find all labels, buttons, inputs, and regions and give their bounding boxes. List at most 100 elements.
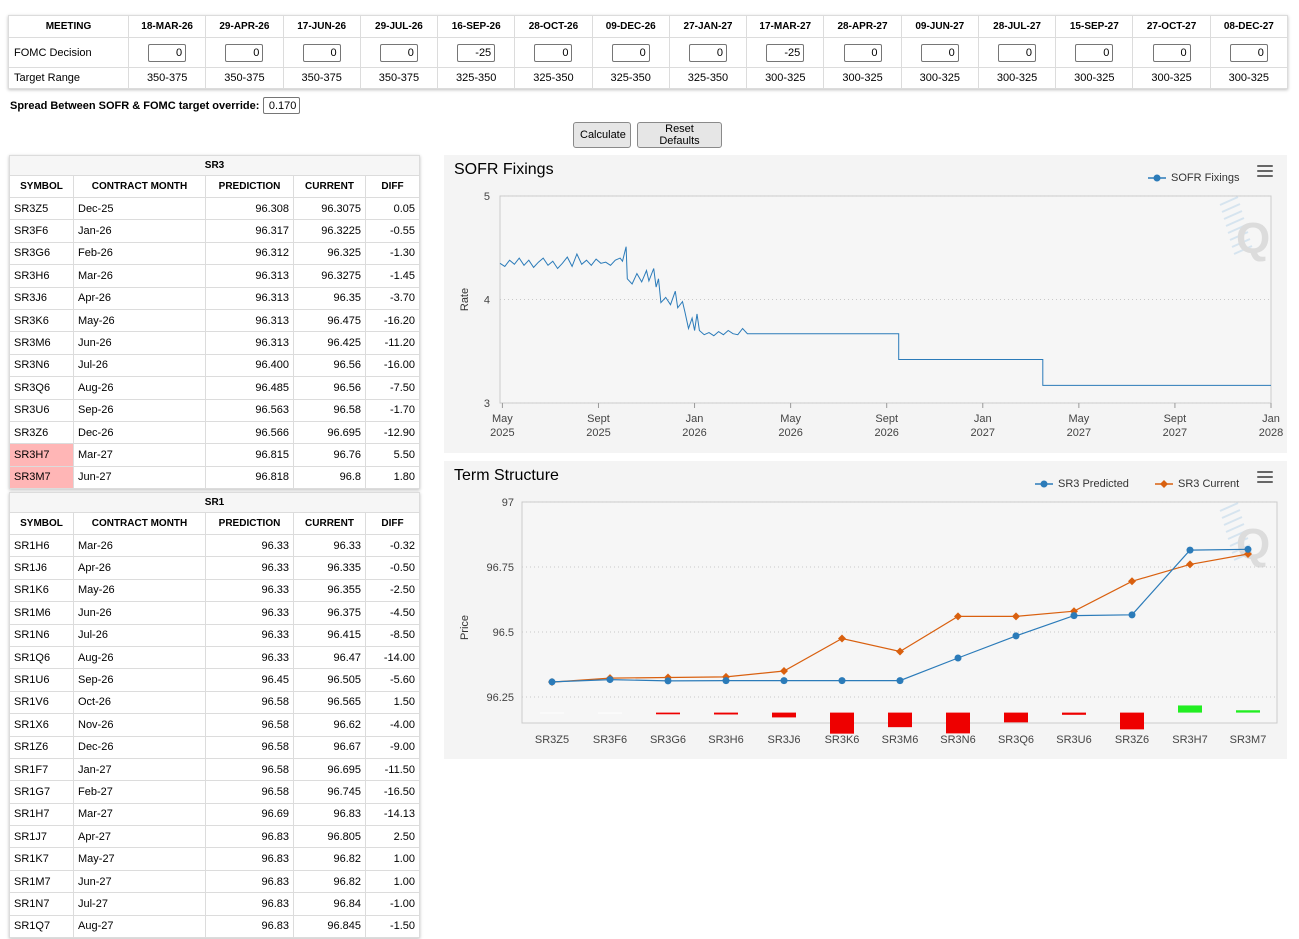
spread-input[interactable]	[263, 97, 301, 114]
sr1-table: SR1 SYMBOL CONTRACT MONTH PREDICTION CURREN…	[8, 492, 421, 939]
term-legend-predicted[interactable]: SR3 Predicted	[1035, 478, 1129, 490]
fomc-decision-cell	[823, 37, 902, 68]
current-point[interactable]	[954, 612, 962, 621]
fomc-decision-input[interactable]	[148, 43, 187, 62]
fomc-decision-input[interactable]	[534, 43, 573, 62]
symbol-cell: SR3G6	[9, 241, 74, 266]
contract-month-cell: Apr-26	[73, 286, 206, 310]
diff-cell: -1.30	[364, 241, 421, 266]
current-cell: 96.3075	[293, 196, 366, 221]
x-tick-label: SR3M7	[1230, 734, 1267, 746]
predicted-point[interactable]	[1070, 612, 1078, 620]
fomc-decision-input[interactable]	[998, 43, 1037, 62]
diff-cell: -14.00	[364, 645, 421, 670]
symbol-cell: SR1Q6	[9, 645, 74, 670]
symbol-cell: SR1H7	[9, 802, 74, 827]
current-point[interactable]	[780, 667, 788, 675]
predicted-point[interactable]	[1186, 546, 1194, 554]
predicted-point[interactable]	[1128, 611, 1136, 619]
table-row: SR1V6 Oct-26 96.58 96.565 1.50	[9, 690, 421, 715]
current-point[interactable]	[1128, 577, 1136, 586]
diff-cell: -12.90	[364, 420, 421, 445]
fomc-decision-cell	[359, 37, 439, 68]
fomc-decision-cell	[668, 37, 748, 68]
predicted-point[interactable]	[606, 676, 614, 684]
current-point[interactable]	[1070, 607, 1078, 616]
fomc-decision-input[interactable]	[766, 43, 805, 62]
term-legend-current[interactable]: SR3 Current	[1155, 478, 1239, 490]
contract-month-cell: Jun-26	[73, 601, 206, 625]
symbol-cell: SR1N7	[9, 892, 74, 916]
fomc-decision-input[interactable]	[1075, 43, 1114, 62]
diff-bar	[1178, 705, 1202, 713]
diff-cell: -1.70	[364, 398, 421, 422]
predicted-point[interactable]	[722, 677, 730, 685]
sofr-plot-area	[499, 195, 1272, 404]
diff-bar	[830, 712, 854, 734]
symbol-cell: SR1Q7	[9, 914, 74, 939]
sofr-legend[interactable]: SOFR Fixings	[1148, 172, 1239, 184]
term-chart-menu-icon[interactable]	[1257, 471, 1273, 483]
fomc-decision-input[interactable]	[379, 43, 418, 62]
calculate-button[interactable]: Calculate	[573, 122, 631, 148]
predicted-point[interactable]	[1012, 632, 1020, 640]
fomc-decision-input[interactable]	[457, 43, 496, 62]
contract-month-cell: Sep-26	[73, 398, 206, 422]
predicted-point[interactable]	[780, 677, 788, 685]
x-tick-label: May	[492, 413, 513, 425]
contract-month-cell: Nov-26	[73, 713, 206, 737]
prediction-cell: 96.69	[205, 802, 294, 827]
meeting-date: 09-DEC-26	[591, 15, 670, 38]
table-row: SR1N6 Jul-26 96.33 96.415 -8.50	[9, 623, 421, 647]
x-tick-year: 2027	[1067, 427, 1091, 439]
x-tick-label: Sept	[1164, 413, 1187, 425]
fomc-decision-cell	[437, 37, 516, 68]
current-cell: 96.335	[293, 556, 366, 580]
diff-bar	[540, 712, 564, 714]
current-point[interactable]	[896, 647, 904, 656]
diff-cell: -0.50	[364, 556, 421, 580]
predicted-point[interactable]	[548, 678, 556, 686]
fomc-decision-input[interactable]	[843, 43, 882, 62]
current-point[interactable]	[838, 634, 846, 643]
table-row: SR1F7 Jan-27 96.58 96.695 -11.50	[9, 757, 421, 782]
sofr-chart-menu-icon[interactable]	[1257, 165, 1273, 177]
symbol-cell: SR3Q6	[9, 376, 74, 400]
predicted-point[interactable]	[664, 677, 672, 685]
fomc-decision-input[interactable]	[225, 43, 264, 62]
meeting-date: 08-DEC-27	[1209, 15, 1289, 38]
contract-month-cell: Jun-27	[73, 465, 206, 490]
y-axis-label: Price	[459, 615, 471, 640]
x-tick-label: Jan	[974, 413, 992, 425]
current-point[interactable]	[1186, 560, 1194, 569]
contract-month-cell: Dec-26	[73, 420, 206, 445]
diff-cell: -14.13	[364, 802, 421, 827]
sofr-plot: 3 4 5 May 2025 Sept 2025 Jan 2026 May 2026 Sept 2026…	[459, 191, 1283, 439]
diff-bar	[1004, 712, 1028, 723]
target-range-cell: 300-325	[1132, 67, 1211, 89]
fomc-decision-input[interactable]	[1152, 43, 1191, 62]
fomc-decision-input[interactable]	[611, 43, 650, 62]
x-tick-label: SR3H7	[1172, 734, 1207, 746]
contract-month-cell: Aug-26	[73, 645, 206, 670]
fomc-decision-input[interactable]	[688, 43, 727, 62]
predicted-point[interactable]	[896, 677, 904, 685]
fomc-decision-input[interactable]	[920, 43, 959, 62]
legend-circle-marker-icon	[1035, 480, 1053, 488]
table-row: SR3U6 Sep-26 96.563 96.58 -1.70	[9, 398, 421, 422]
column-header: DIFF	[364, 175, 421, 198]
contract-month-cell: Jul-26	[73, 353, 206, 378]
diff-cell: 1.80	[364, 465, 421, 490]
diff-cell: -2.50	[364, 578, 421, 603]
current-cell: 96.58	[293, 398, 366, 422]
fomc-decision-input[interactable]	[302, 43, 341, 62]
current-point[interactable]	[1012, 612, 1020, 621]
contract-month-cell: Jan-26	[73, 219, 206, 243]
predicted-point[interactable]	[838, 677, 846, 685]
current-cell: 96.325	[293, 241, 366, 266]
reset-defaults-button[interactable]: Reset Defaults	[637, 122, 722, 148]
predicted-point[interactable]	[1244, 545, 1252, 553]
predicted-point[interactable]	[954, 654, 962, 662]
prediction-cell: 96.83	[205, 869, 294, 894]
fomc-decision-input[interactable]	[1229, 43, 1268, 62]
